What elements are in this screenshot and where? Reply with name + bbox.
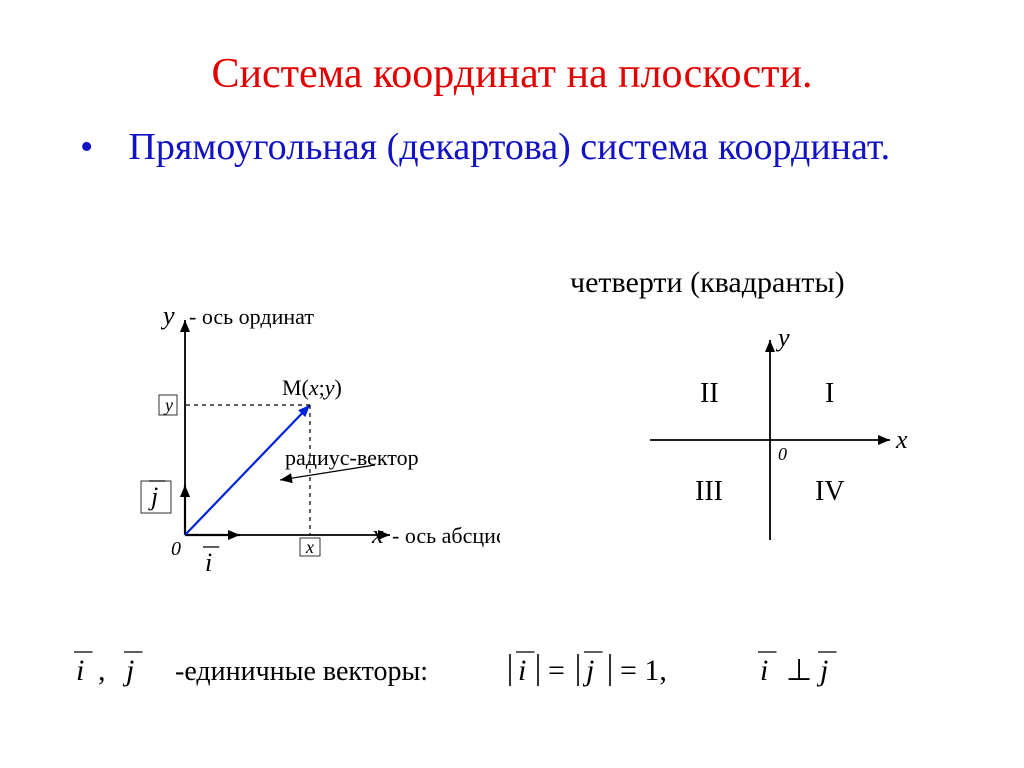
svg-text:x: x <box>895 425 908 454</box>
svg-text:0: 0 <box>171 538 181 560</box>
svg-text:= 1,: = 1, <box>620 654 667 687</box>
formula-svg: i,j-единичные векторы:i=j= 1,i⊥j <box>70 640 970 700</box>
svg-text:III: III <box>695 476 723 507</box>
svg-text:y: y <box>163 395 173 415</box>
subtitle-text: Прямоугольная (декартова) система коорди… <box>109 125 909 169</box>
svg-text:j: j <box>122 654 134 687</box>
title-text: Система координат на плоскости. <box>211 51 812 97</box>
svg-text:x: x <box>305 537 314 557</box>
left-svg: y - ось ординат x - ось абсцисс 0 M(x;y) x y рад… <box>100 285 500 605</box>
svg-text:y: y <box>775 323 790 352</box>
svg-text:-единичные векторы:: -единичные векторы: <box>175 656 428 687</box>
svg-text:0: 0 <box>778 444 787 464</box>
svg-text:i: i <box>205 548 212 577</box>
svg-text:i: i <box>760 654 768 687</box>
svg-text:,: , <box>98 654 106 687</box>
svg-text:II: II <box>700 378 719 409</box>
slide-title: Система координат на плоскости. <box>0 50 1024 98</box>
svg-text:- ось ординат: - ось ординат <box>189 304 314 329</box>
bullet-icon: • <box>80 125 93 169</box>
svg-text:=: = <box>548 654 565 687</box>
svg-text:радиус-вектор: радиус-вектор <box>285 445 419 470</box>
right-svg: 0xyIIIIIIIV <box>630 320 910 560</box>
svg-text:I: I <box>825 378 834 409</box>
slide: Система координат на плоскости. • Прямоу… <box>0 0 1024 768</box>
coordinate-system-diagram: y- ось ординатx- ось абсцисс0M(x;y)xyрад… <box>100 285 460 585</box>
quadrants-caption: четверти (квадранты) <box>570 266 845 300</box>
svg-text:y: y <box>160 301 175 330</box>
svg-text:⊥: ⊥ <box>786 654 812 687</box>
svg-text:IV: IV <box>815 476 845 507</box>
svg-text:j: j <box>582 654 594 687</box>
svg-text:- ось абсцисс: - ось абсцисс <box>392 523 500 548</box>
svg-text:x: x <box>371 520 384 549</box>
quadrants-diagram: 0xyIIIIIIIV <box>630 320 910 560</box>
svg-text:i: i <box>76 654 84 687</box>
svg-text:M(x;y): M(x;y) <box>282 375 342 400</box>
svg-text:i: i <box>518 654 526 687</box>
svg-text:j: j <box>148 482 158 511</box>
formula-row: i,j-единичные векторы:i=j= 1,i⊥j <box>70 640 970 700</box>
subtitle-block: • Прямоугольная (декартова) система коор… <box>80 125 944 169</box>
svg-text:j: j <box>816 654 828 687</box>
